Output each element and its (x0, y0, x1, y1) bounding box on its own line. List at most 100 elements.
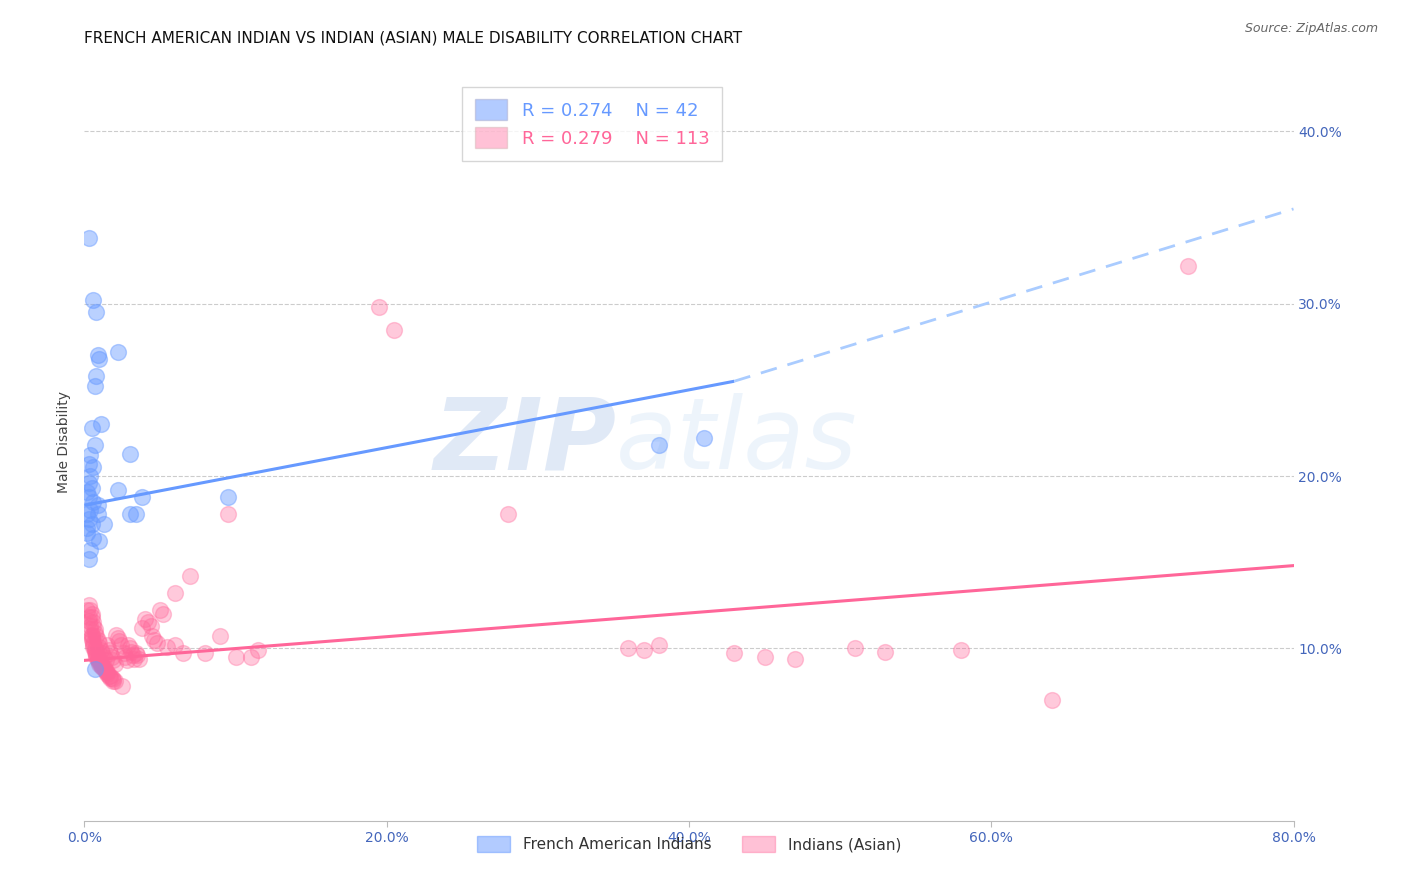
Point (179, 569, 201, 583)
Point (90, 657, 112, 671)
Point (1177, 259, 1199, 273)
Point (875, 645, 897, 659)
Point (77, 551, 100, 566)
Point (98, 671, 121, 685)
Point (142, 632, 165, 647)
Point (136, 615, 159, 630)
Point (77, 457, 100, 471)
Point (117, 638, 139, 652)
Point (194, 647, 217, 661)
Point (80, 421, 103, 435)
Point (80, 632, 103, 647)
Point (86, 647, 108, 661)
Point (152, 607, 174, 621)
Point (89, 640, 111, 654)
Point (77, 475, 100, 490)
Point (91, 658, 114, 673)
Point (225, 649, 247, 664)
Point (79, 623, 101, 637)
Legend: French American Indians, Indians (Asian): French American Indians, Indians (Asian) (471, 830, 907, 858)
Point (125, 507, 148, 521)
Point (89, 653, 111, 667)
Point (120, 645, 142, 659)
Point (89, 534, 111, 549)
Point (89, 655, 111, 669)
Point (94, 653, 117, 667)
Point (84, 641, 107, 656)
Point (97, 669, 120, 683)
Point (86, 305, 108, 319)
Point (754, 649, 776, 664)
Point (84, 379, 107, 393)
Point (104, 674, 127, 689)
Point (118, 641, 141, 656)
Point (107, 483, 129, 497)
Point (82, 615, 104, 630)
Point (633, 643, 655, 657)
Point (247, 643, 270, 657)
Point (76, 521, 98, 535)
Point (648, 438, 671, 452)
Point (86, 629, 108, 643)
Point (87, 649, 110, 664)
Point (87, 498, 110, 512)
Text: ZIP: ZIP (433, 393, 616, 490)
Point (100, 671, 122, 685)
Point (96, 665, 118, 680)
Point (96, 638, 118, 652)
Point (91, 647, 114, 661)
Point (115, 653, 138, 667)
Point (82, 619, 104, 633)
Point (100, 649, 122, 664)
Point (77, 610, 100, 624)
Point (98, 669, 121, 683)
Point (76, 603, 98, 617)
Point (844, 641, 866, 656)
Point (79, 543, 101, 558)
Point (217, 490, 239, 504)
Point (79, 448, 101, 462)
Point (131, 621, 153, 635)
Point (165, 638, 187, 652)
Point (101, 674, 124, 689)
Text: FRENCH AMERICAN INDIAN VS INDIAN (ASIAN) MALE DISABILITY CORRELATION CHART: FRENCH AMERICAN INDIAN VS INDIAN (ASIAN)… (84, 31, 742, 46)
Point (77, 512, 100, 526)
Point (950, 643, 973, 657)
Point (134, 612, 156, 626)
Point (82, 531, 104, 545)
Point (107, 345, 129, 359)
Point (217, 507, 239, 521)
Point (86, 649, 108, 664)
Point (382, 322, 405, 336)
Point (105, 627, 128, 641)
Point (80, 629, 103, 643)
Point (82, 293, 104, 308)
Point (90, 417, 112, 432)
Point (131, 490, 153, 504)
Point (84, 623, 107, 637)
Point (98, 647, 121, 661)
Point (118, 507, 141, 521)
Point (239, 649, 262, 664)
Point (80, 631, 103, 645)
Point (84, 645, 107, 659)
Point (111, 679, 134, 693)
Point (648, 638, 671, 652)
Point (89, 636, 111, 650)
Point (101, 653, 124, 667)
Point (93, 649, 115, 664)
Point (121, 648, 143, 663)
Text: atlas: atlas (616, 393, 858, 490)
Point (89, 351, 111, 366)
Point (118, 447, 141, 461)
Point (79, 619, 101, 633)
Point (139, 619, 162, 633)
Point (1040, 693, 1063, 707)
Point (93, 660, 115, 674)
Point (87, 507, 110, 521)
Point (93, 517, 115, 532)
Point (127, 648, 149, 663)
Point (80, 481, 103, 495)
Point (76, 507, 98, 521)
Point (165, 586, 187, 600)
